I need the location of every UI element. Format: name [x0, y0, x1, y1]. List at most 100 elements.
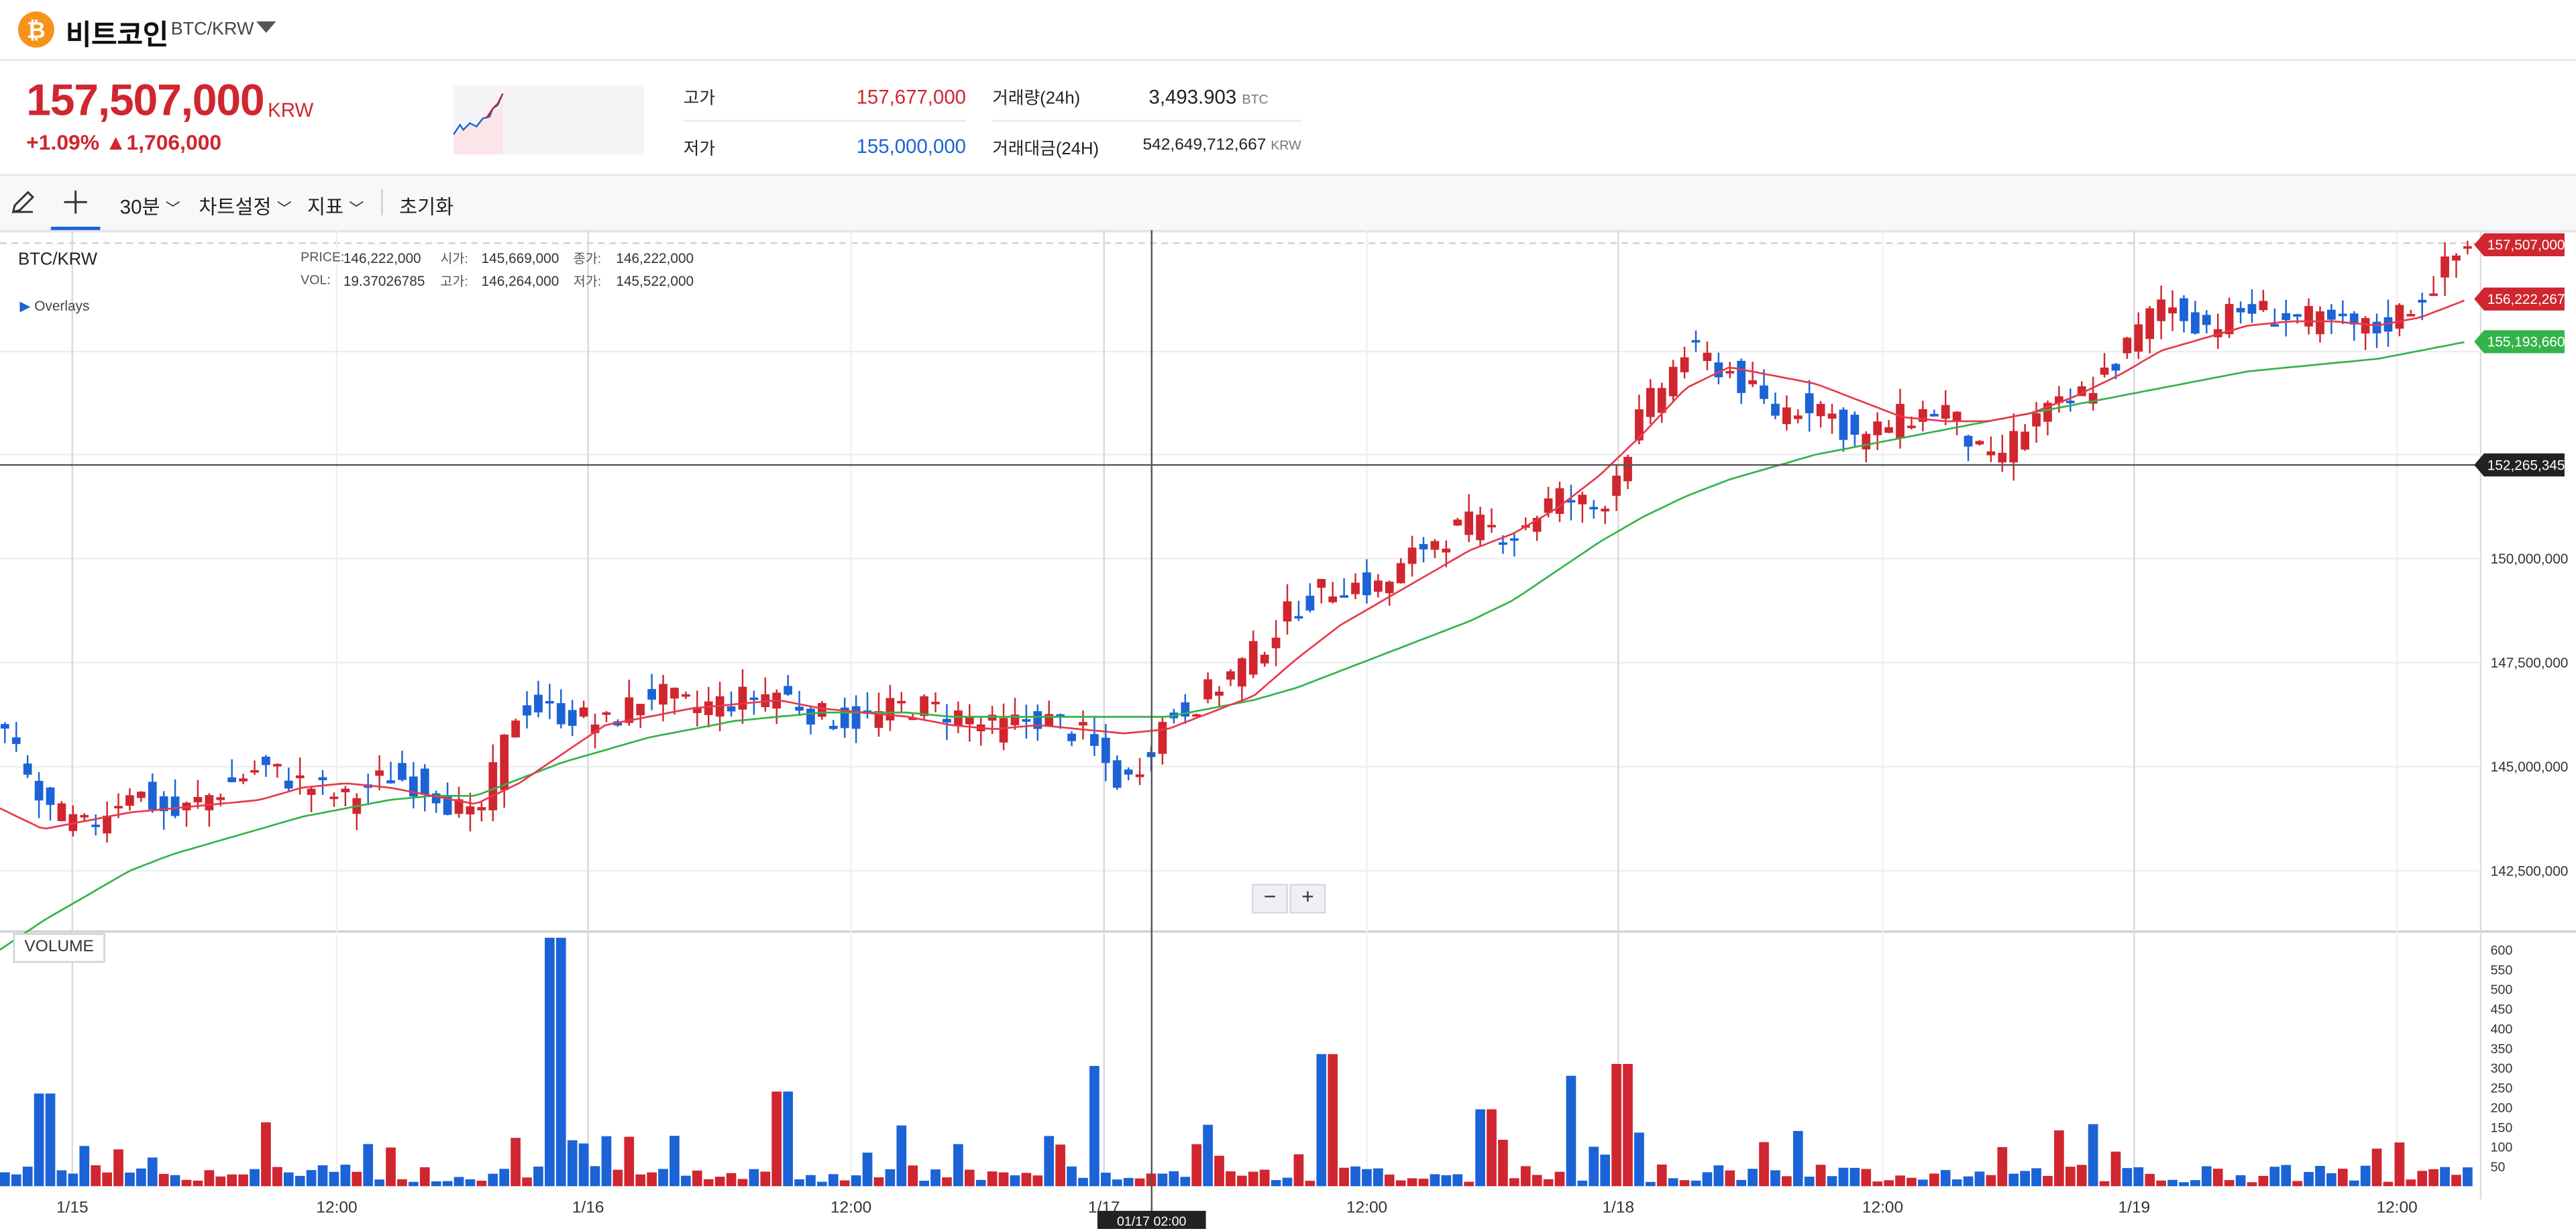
volume-bar [533, 1166, 543, 1187]
volume-bar [522, 1177, 532, 1187]
pencil-icon[interactable] [10, 189, 36, 223]
volume-bar [794, 1179, 804, 1187]
volume-bar [624, 1136, 635, 1187]
volume-bar [419, 1167, 430, 1187]
volume-bar [1929, 1173, 1939, 1187]
volume-bar [1997, 1146, 2008, 1187]
candle-body [1362, 572, 1371, 596]
volume-bar [1032, 1175, 1043, 1187]
candle-body [2202, 315, 2211, 325]
x-tick-label: 1/18 [1602, 1198, 1634, 1216]
candle-body [375, 770, 384, 776]
volume-bar [2451, 1175, 2461, 1187]
crosshair-icon [64, 191, 87, 214]
volume-bar [2235, 1175, 2246, 1187]
volume-bar [1441, 1175, 1452, 1187]
volume-bar [2463, 1167, 2473, 1187]
info-high-label: 고가: [440, 274, 468, 290]
info-high: 146,264,000 [481, 272, 559, 290]
candle-body [2282, 313, 2291, 321]
volume-bar [1248, 1171, 1258, 1187]
chart-settings-dropdown[interactable]: 차트설정 ﹀ [199, 193, 291, 221]
candle-body [2372, 321, 2381, 333]
volume-bar [2371, 1148, 2382, 1187]
volume-bar [681, 1175, 691, 1187]
reset-button[interactable]: 초기화 [399, 195, 454, 219]
volume-bar [612, 1169, 623, 1187]
candle-body [57, 803, 66, 821]
candle-body [2338, 313, 2347, 317]
candle-body [1340, 595, 1348, 598]
info-vol-label: VOL: [301, 272, 331, 288]
y-tick-label: 145,000,000 [2491, 759, 2569, 775]
amount-24h-label: 거래대금(24H) [992, 140, 1099, 160]
candle-body [2259, 301, 2268, 311]
candle-body [1385, 582, 1394, 594]
interval-dropdown[interactable]: 30분 ﹀ [120, 193, 180, 221]
volume-bar [749, 1169, 759, 1187]
price-chart[interactable]: 150,000,000 147,500,000 145,000,000 142,500… [0, 229, 2576, 1229]
volume-bar [1384, 1174, 1395, 1187]
candle-body [2224, 304, 2234, 335]
indicators-dropdown[interactable]: 지표 ﹀ [307, 193, 364, 221]
volume-bar [1804, 1176, 1815, 1187]
candle-body [227, 777, 237, 782]
candle-body [2463, 246, 2472, 249]
zoom-out-button[interactable]: − [1252, 884, 1289, 914]
volume-bar [987, 1171, 998, 1187]
low-label: 저가 [683, 140, 716, 160]
volume-tick-label: 500 [2491, 983, 2513, 998]
volume-bar [2145, 1173, 2155, 1187]
low-value: 155,000,000 [856, 134, 967, 158]
volume-bar [1623, 1063, 1633, 1187]
volume-bar [1362, 1169, 1372, 1187]
volume-bar [669, 1136, 680, 1187]
volume-24h-value: 3,493.903 BTC [1038, 85, 1269, 108]
volume-bar [578, 1143, 589, 1187]
ma-long-tag: 155,193,660 [2487, 335, 2565, 350]
volume-tick-label: 550 [2491, 963, 2513, 977]
volume-tick-label: 300 [2491, 1061, 2513, 1076]
candle-body [1760, 385, 1768, 399]
candle-body [148, 782, 157, 810]
volume-bar [2133, 1167, 2144, 1187]
candle-body [1578, 494, 1587, 504]
volume-bar [760, 1171, 771, 1187]
chart-settings-label: 차트설정 [199, 195, 272, 219]
candle-body [2180, 298, 2188, 321]
volume-bar [647, 1172, 657, 1187]
volume-bar [1986, 1175, 1996, 1187]
volume-bar [828, 1174, 839, 1187]
chart-canvas[interactable]: 150,000,000 147,500,000 145,000,000 142,500… [0, 229, 2576, 1229]
candle-body [1351, 582, 1360, 594]
candle-body [34, 781, 44, 801]
chevron-down-icon[interactable] [256, 21, 276, 33]
candle-body [1237, 658, 1246, 687]
volume-bar [283, 1172, 294, 1187]
info-close: 146,222,000 [616, 250, 694, 266]
candle-body [0, 724, 9, 729]
volume-bar [714, 1176, 725, 1187]
volume-bar [2360, 1165, 2371, 1187]
zoom-in-button[interactable]: + [1289, 884, 1326, 914]
volume-bar [1236, 1175, 1247, 1187]
candle-body [159, 796, 168, 812]
candle-body [1839, 409, 1848, 440]
candle-body [1691, 339, 1701, 343]
candle-body [318, 777, 327, 781]
volume-bar [1282, 1177, 1293, 1187]
volume-bar [352, 1171, 362, 1187]
volume-bar [465, 1179, 476, 1187]
candle-body [1714, 362, 1723, 378]
volume-bar [11, 1174, 21, 1187]
candle-body [80, 814, 89, 818]
volume-bar [885, 1169, 896, 1187]
overlays-toggle[interactable]: ▶ Overlays [19, 297, 89, 315]
volume-bar [2258, 1175, 2269, 1187]
candle-body [454, 799, 464, 814]
candle-body [1396, 563, 1405, 584]
candle-body [398, 763, 407, 780]
crosshair-tool[interactable] [50, 176, 101, 230]
candle-body [1748, 380, 1757, 384]
volume-bar [272, 1167, 282, 1187]
